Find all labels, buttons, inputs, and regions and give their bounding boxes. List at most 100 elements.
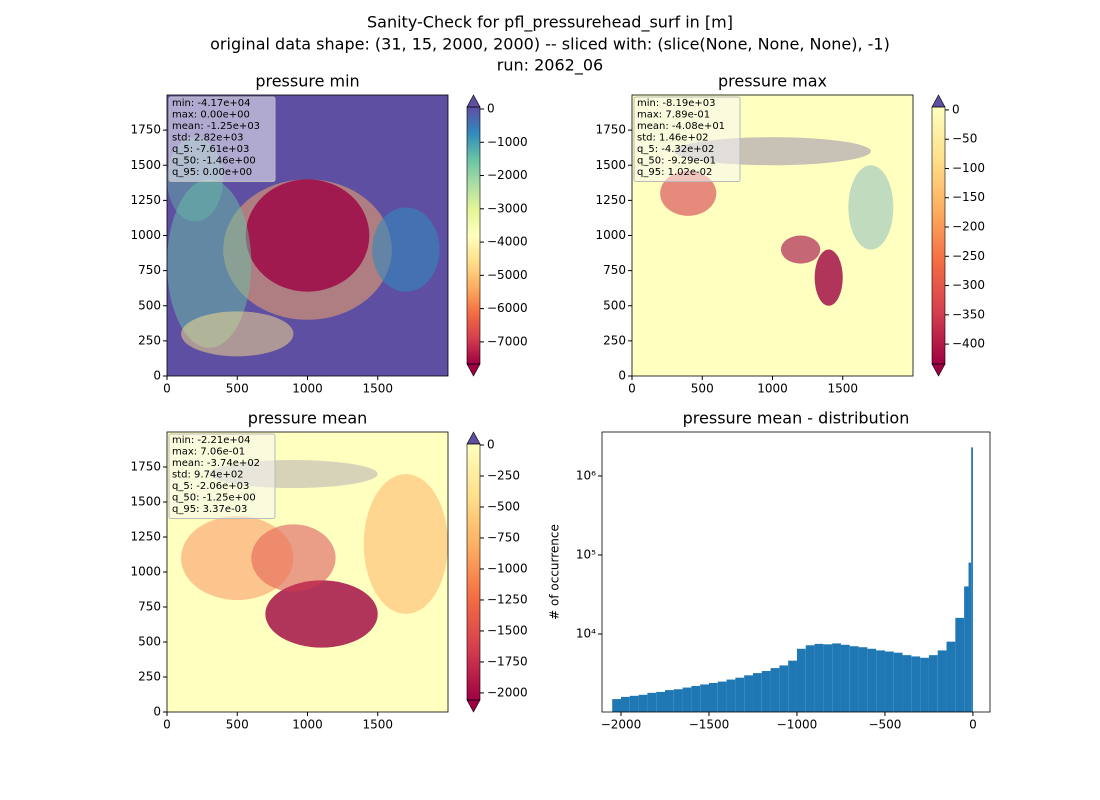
histogram-bar (735, 677, 745, 712)
stats-line: std: 9.74e+02 (172, 470, 244, 481)
histogram-bar (761, 671, 771, 712)
y-tick-label: 1500 (595, 158, 626, 172)
colorbar-tick-label: −6000 (487, 301, 528, 315)
colorbar-tick-label: −1250 (487, 592, 528, 606)
histogram-bar (805, 645, 815, 712)
y-tick-label: 1000 (595, 228, 626, 242)
image-patch (372, 207, 440, 292)
stats-line: min: -8.19e+03 (637, 98, 716, 109)
histogram-bar (629, 695, 639, 712)
histogram-bar (796, 648, 806, 712)
y-tick-label: 750 (603, 263, 626, 277)
histogram-bar (971, 447, 973, 712)
y-tick-label: 1250 (595, 193, 626, 207)
suptitle: original data shape: (31, 15, 2000, 2000… (210, 35, 890, 54)
image-patch (181, 311, 294, 357)
colorbar-tick-label: −500 (487, 499, 520, 513)
axes-title: pressure max (718, 72, 827, 91)
y-tick-label: 10⁴ (576, 626, 596, 640)
colorbar-tick-label: −250 (487, 468, 520, 482)
histogram-bar (788, 660, 797, 712)
y-tick-label: 1000 (130, 228, 161, 242)
y-tick-label: 250 (603, 333, 626, 347)
colorbar-tick-label: −1000 (487, 135, 528, 149)
stats-line: min: -4.17e+04 (172, 98, 251, 109)
colorbar-tick-label: −200 (952, 220, 985, 234)
colorbar-extend-top (466, 431, 481, 445)
colorbar-tick-label: −150 (952, 190, 985, 204)
colorbar-extend-top (931, 94, 946, 108)
stats-box (168, 433, 276, 519)
y-tick-label: 0 (153, 369, 161, 383)
colorbar-tick-label: −400 (952, 337, 985, 351)
histogram-bar (893, 652, 903, 712)
suptitle: run: 2062_06 (497, 56, 603, 76)
histogram-bar (867, 648, 877, 712)
image-patch (245, 179, 370, 292)
y-tick-label: 1750 (130, 460, 161, 474)
histogram-bar (612, 699, 622, 712)
colorbar-tick-label: −1500 (487, 623, 528, 637)
stats-line: std: 2.82e+03 (172, 133, 244, 144)
colorbar-extend-bottom (466, 363, 481, 377)
histogram-bar (911, 656, 921, 712)
histogram-bar (955, 617, 965, 712)
y-tick-label: 1500 (130, 495, 161, 509)
histogram-bar (717, 681, 727, 712)
axes-title: pressure min (255, 72, 359, 91)
stats-line: q_95: 3.37e-03 (172, 504, 247, 515)
x-tick-label: 1500 (362, 382, 393, 396)
stats-line: max: 7.06e-01 (172, 447, 245, 458)
histogram-bar (858, 647, 868, 712)
histogram-bar (656, 691, 665, 712)
stats-line: mean: -3.74e+02 (172, 458, 260, 469)
y-tick-label: 10⁶ (576, 468, 596, 482)
y-tick-label: 0 (153, 705, 161, 719)
histogram-bar (691, 685, 701, 712)
stats-line: min: -2.21e+04 (172, 435, 251, 446)
colorbar-tick-label: 0 (487, 101, 495, 115)
x-tick-label: −1500 (689, 718, 730, 732)
image-patch (265, 580, 378, 648)
x-tick-label: 0 (969, 718, 977, 732)
colorbar-tick-label: −1750 (487, 654, 528, 668)
image-patch (251, 524, 336, 592)
y-tick-label: 500 (138, 635, 161, 649)
colorbar-frame (466, 443, 481, 701)
y-tick-label: 250 (138, 333, 161, 347)
image-patch (848, 165, 894, 250)
x-tick-label: 1000 (292, 382, 323, 396)
image-patch (363, 474, 448, 614)
stats-box (633, 96, 741, 182)
histogram-bar (849, 646, 859, 712)
histogram-bar (920, 657, 929, 712)
histogram-bar (779, 665, 789, 712)
colorbar-tick-label: −3000 (487, 201, 528, 215)
stats-line: mean: -4.08e+01 (637, 121, 725, 132)
histogram-bar (664, 690, 674, 712)
colorbar (467, 107, 480, 364)
colorbar-tick-label: −100 (952, 161, 985, 175)
y-tick-label: 750 (138, 600, 161, 614)
histogram-bar (700, 684, 709, 712)
y-tick-label: 500 (603, 298, 626, 312)
stats-line: q_50: -1.25e+00 (172, 493, 256, 504)
colorbar-extend-top (466, 94, 481, 108)
y-tick-label: 1000 (130, 565, 161, 579)
histogram-bar (726, 679, 736, 712)
colorbar-tick-label: −300 (952, 278, 985, 292)
colorbar-tick-label: −50 (952, 132, 977, 146)
colorbar-tick-label: −2000 (487, 685, 528, 699)
y-tick-label: 0 (618, 369, 626, 383)
image-patch (167, 179, 252, 348)
stats-line: max: 0.00e+00 (172, 110, 250, 121)
histogram-bar (840, 644, 850, 712)
histogram-bar (928, 655, 938, 712)
y-tick-label: 1500 (130, 158, 161, 172)
colorbar-tick-label: −7000 (487, 334, 528, 348)
histogram-bar (682, 687, 692, 712)
heatmap-image (167, 95, 448, 376)
histogram-bar (638, 694, 648, 712)
x-tick-label: 0 (628, 382, 636, 396)
